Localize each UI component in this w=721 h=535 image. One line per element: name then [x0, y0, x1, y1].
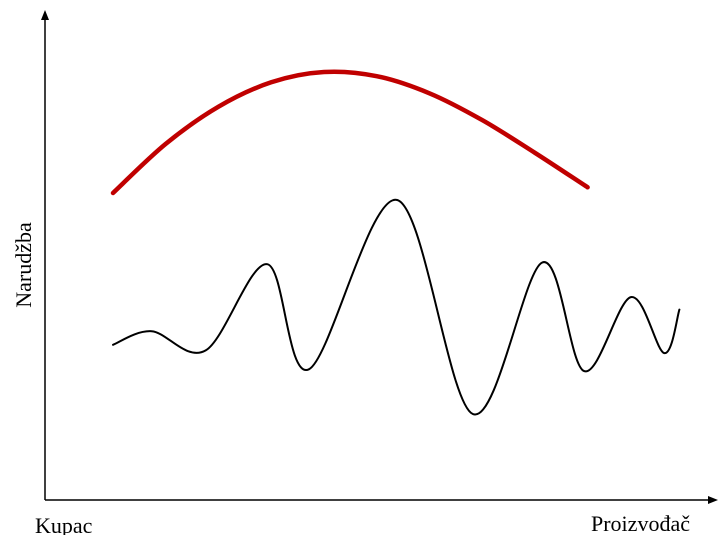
x-axis-end-label: Proizvođač — [591, 511, 690, 535]
series-layer — [110, 69, 681, 416]
x-axis-arrow — [708, 496, 718, 504]
y-axis-arrow — [41, 10, 49, 20]
series-line-top — [110, 69, 590, 196]
x-axis — [45, 496, 718, 504]
series-line-bottom — [112, 198, 681, 416]
x-axis-start-label: Kupac — [35, 513, 93, 535]
y-axis — [41, 10, 49, 500]
y-axis-label: Narudžba — [11, 222, 36, 308]
